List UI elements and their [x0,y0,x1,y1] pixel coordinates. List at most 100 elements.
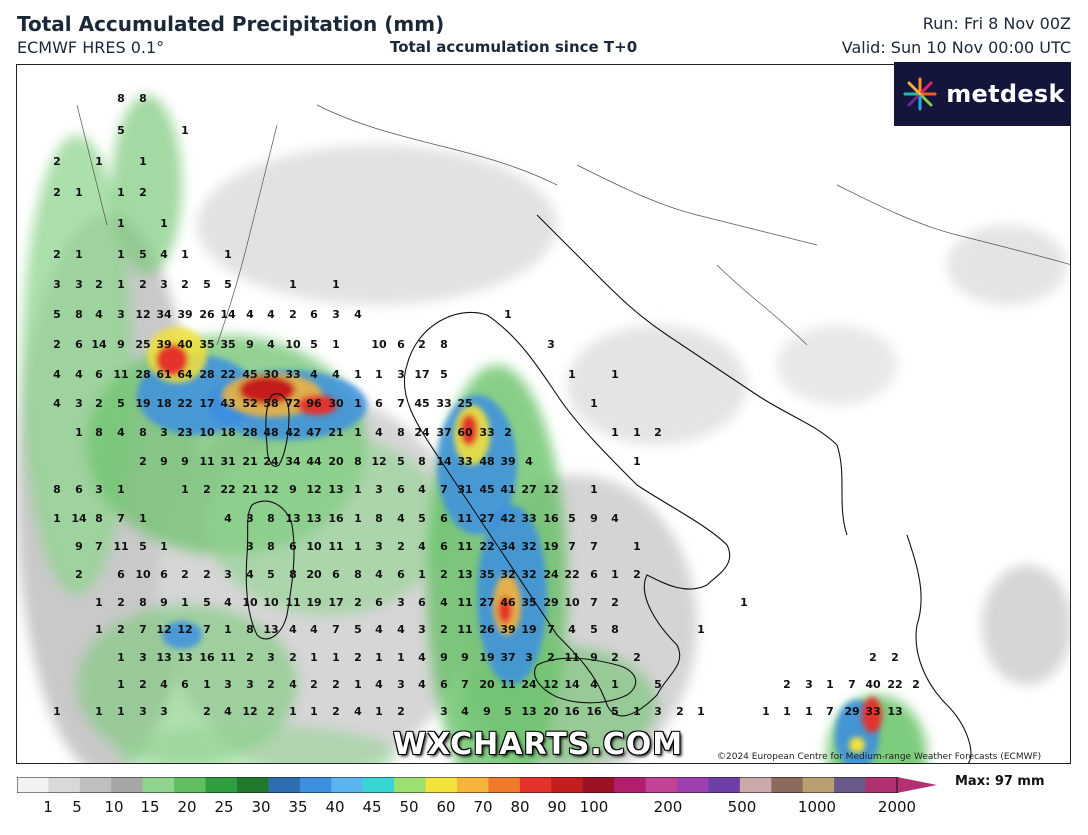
precip-value: 2 [181,568,189,581]
precip-value: 2 [289,308,297,321]
max-value-label: Max: 97 mm [955,774,1045,789]
precip-value: 11 [457,623,472,636]
precip-value: 5 [53,308,61,321]
precip-value: 1 [224,623,232,636]
precip-value: 3 [654,705,662,718]
precip-value: 47 [306,426,321,439]
precip-value: 3 [160,278,168,291]
precip-value: 35 [479,568,494,581]
precip-value: 1 [160,540,168,553]
precip-value: 2 [869,651,877,664]
precip-value: 2 [332,705,340,718]
precip-value: 3 [117,308,125,321]
precip-value: 3 [224,568,232,581]
precip-value: 1 [139,155,147,168]
precip-value: 13 [285,512,300,525]
precipitation-map[interactable]: 8 8 5 1 2 1 1 2 1 1 2 1 1 2 1 1 5 4 1 1 3 3 2 1 2 3 2 5 5 1 1 5 8 4 3 12 34 3… [16,64,1071,764]
precip-value: 4 [397,623,405,636]
precip-value: 11 [220,651,235,664]
colorbar-swatch [142,777,175,793]
precip-value: 24 [521,678,537,691]
precip-value: 2 [95,397,103,410]
colorbar-tick: 500 [727,798,757,816]
precip-value: 2 [117,623,125,636]
precip-value: 1 [590,397,598,410]
precip-value: 19 [521,623,536,636]
precipitation-values: 8 85 12 1 12 1 1 21 12 1 1 5 4 1 13 3 2 1 2 3 2 5 5 1 15 8 4 3 12 34 3… [53,92,920,718]
colorbar-tick: 1 [43,798,53,816]
precip-value: 2 [203,568,211,581]
precip-value: 19 [479,651,494,664]
precip-value: 1 [568,368,576,381]
precip-value: 8 [354,568,362,581]
precip-value: 2 [53,155,61,168]
precip-value: 12 [543,483,558,496]
precip-value: 11 [457,512,472,525]
precip-value: 3 [160,705,168,718]
precip-value: 4 [246,308,254,321]
precip-value: 3 [75,278,83,291]
precip-value: 3 [139,651,147,664]
precip-value: 18 [220,426,235,439]
precip-value: 1 [354,426,362,439]
precip-value: 14 [220,308,236,321]
country-borders [76,104,1070,346]
colorbar-tick: 30 [251,798,271,816]
precip-value: 11 [457,540,472,553]
precip-value: 4 [224,512,232,525]
colorbar-swatch [237,777,269,793]
precip-value: 33 [521,512,536,525]
colorbar-tick: 5 [72,798,82,816]
precip-value: 3 [246,540,254,553]
precip-value: 1 [611,568,619,581]
precip-value: 2 [53,338,61,351]
precip-value: 12 [306,483,321,496]
precip-value: 6 [397,568,405,581]
precip-value: 3 [224,678,232,691]
colorbar-swatch [865,777,898,793]
precip-value: 12 [371,455,386,468]
precip-value: 4 [461,705,469,718]
precip-value: 4 [611,512,619,525]
precip-value: 5 [611,705,619,718]
precip-value: 22 [177,397,192,410]
precip-value: 6 [375,596,383,609]
precip-value: 2 [289,651,297,664]
precip-value: 4 [53,368,61,381]
precip-value: 4 [160,248,168,261]
precip-value: 2 [633,651,641,664]
precip-value: 25 [135,338,150,351]
precip-value: 1 [117,678,125,691]
precip-value: 30 [263,368,279,381]
precip-value: 9 [117,338,125,351]
precip-value: 5 [117,124,125,137]
precip-value: 5 [590,623,598,636]
precip-value: 2 [53,186,61,199]
precip-value: 20 [306,568,322,581]
precip-value: 8 [117,92,125,105]
precip-value: 27 [479,512,494,525]
precip-value: 13 [328,483,343,496]
precip-value: 42 [285,426,300,439]
precip-value: 7 [568,540,576,553]
run-time: Run: Fri 8 Nov 00Z [922,14,1071,33]
colorbar-tick: 10 [104,798,124,816]
precip-value: 8 [53,483,61,496]
colorbar-swatch [488,777,521,793]
precip-value: 32 [521,540,536,553]
precip-value: 4 [418,651,426,664]
precip-value: 4 [160,678,168,691]
precip-value: 16 [564,705,580,718]
precip-value: 31 [220,455,235,468]
precip-value: 7 [848,678,856,691]
precip-value: 2 [332,678,340,691]
precip-value: 1 [354,512,362,525]
precip-value: 7 [590,540,598,553]
precip-value: 19 [543,540,558,553]
precip-value: 6 [310,308,318,321]
precip-value: 45 [242,368,257,381]
precip-value: 8 [75,308,83,321]
precip-value: 26 [479,623,495,636]
precip-value: 5 [224,278,232,291]
precip-value: 29 [543,596,558,609]
